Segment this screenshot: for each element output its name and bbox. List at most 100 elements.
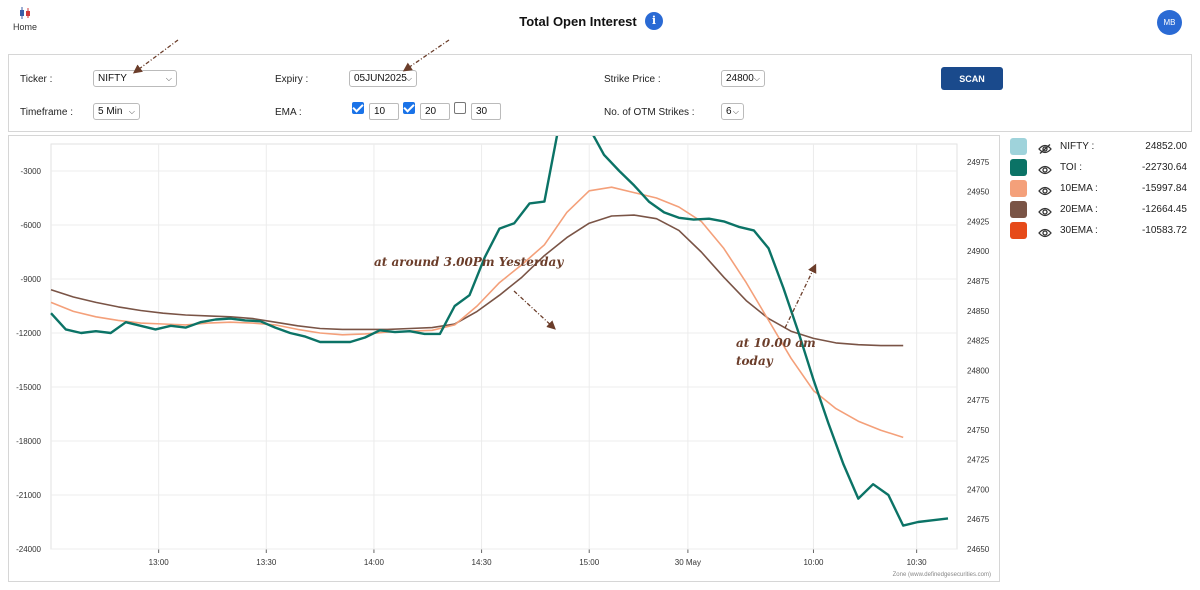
expiry-select[interactable]: 05JUN2025 ⌵ xyxy=(349,70,417,87)
y-left-tick-label: -12000 xyxy=(16,329,41,338)
y-right-tick-label: 24900 xyxy=(967,247,990,256)
legend-swatch xyxy=(1010,180,1027,197)
legend-value: 24852.00 xyxy=(1145,141,1187,152)
y-right-tick-label: 24875 xyxy=(967,277,990,286)
legend-name: 10EMA : xyxy=(1060,183,1098,194)
y-left-tick-label: -15000 xyxy=(16,383,41,392)
legend-name: TOI : xyxy=(1060,162,1083,173)
user-avatar[interactable]: MB xyxy=(1157,10,1182,35)
y-right-tick-label: 24775 xyxy=(967,396,990,405)
legend-name: 30EMA : xyxy=(1060,225,1098,236)
timeframe-label: Timeframe : xyxy=(20,107,73,118)
legend-value: -15997.84 xyxy=(1141,183,1187,194)
chart-credit: Zone (www.definedgesecurities.com) xyxy=(892,572,991,578)
x-tick-label: 13:00 xyxy=(149,558,170,567)
otm-strikes-label: No. of OTM Strikes : xyxy=(604,107,695,118)
y-right-tick-label: 24800 xyxy=(967,366,990,375)
top-bar: Home Total Open Interest i MB xyxy=(0,0,1200,48)
y-right-tick-label: 24975 xyxy=(967,158,990,167)
legend-value: -10583.72 xyxy=(1141,225,1187,236)
chart-legend: NIFTY : 24852.00 TOI : -22730.64 10EMA : -159… xyxy=(1008,137,1193,242)
y-right-tick-label: 24825 xyxy=(967,337,990,346)
legend-swatch xyxy=(1010,159,1027,176)
otm-strikes-value: 6 xyxy=(726,106,732,117)
x-tick-label: 30 May xyxy=(675,558,701,567)
eye-icon[interactable] xyxy=(1038,225,1052,243)
annotation-yesterday: at around 3.00Pm Yesterday xyxy=(374,255,564,269)
timeframe-select[interactable]: 5 Min ⌵ xyxy=(93,103,140,120)
y-right-tick-label: 24750 xyxy=(967,426,990,435)
x-tick-label: 14:00 xyxy=(364,558,385,567)
eye-off-icon[interactable] xyxy=(1038,141,1052,159)
toi-chart[interactable]: 13:00 13:30 14:00 14:30 15:00 30 May 10:00 10:3… xyxy=(9,136,999,581)
x-tick-label: 15:00 xyxy=(579,558,600,567)
filter-panel: Ticker : NIFTY ⌵ Expiry : 05JUN2025 ⌵ Stri… xyxy=(8,54,1192,132)
legend-item[interactable]: NIFTY : 24852.00 xyxy=(1008,137,1193,158)
ticker-label: Ticker : xyxy=(20,74,53,85)
ticker-value: NIFTY xyxy=(98,73,127,84)
strike-price-label: Strike Price : xyxy=(604,74,661,85)
legend-name: 20EMA : xyxy=(1060,204,1098,215)
series-line-20ema xyxy=(50,214,904,347)
x-tick-label: 10:30 xyxy=(907,558,928,567)
y-right-tick-label: 24925 xyxy=(967,217,990,226)
ema-30-input[interactable]: 30 xyxy=(471,103,501,120)
otm-strikes-select[interactable]: 6 ⌵ xyxy=(721,103,744,120)
chevron-down-icon: ⌵ xyxy=(405,74,412,83)
legend-swatch xyxy=(1010,201,1027,218)
eye-icon[interactable] xyxy=(1038,204,1052,222)
ema-label: EMA : xyxy=(275,107,302,118)
home-button[interactable]: Home xyxy=(8,6,42,32)
eye-icon[interactable] xyxy=(1038,162,1052,180)
legend-swatch xyxy=(1010,138,1027,155)
series-line-toi xyxy=(50,136,949,527)
expiry-label: Expiry : xyxy=(275,74,309,85)
y-left-tick-label: -6000 xyxy=(21,221,42,230)
y-right-tick-label: 24675 xyxy=(967,515,990,524)
chevron-down-icon: ⌵ xyxy=(128,107,135,116)
y-left-tick-label: -18000 xyxy=(16,437,41,446)
ema-10-checkbox[interactable] xyxy=(352,102,364,114)
ema-10-input[interactable]: 10 xyxy=(369,103,399,120)
chart-panel: 13:00 13:30 14:00 14:30 15:00 30 May 10:00 10:3… xyxy=(8,135,1000,582)
candlestick-icon xyxy=(20,7,30,19)
ema-20-input[interactable]: 20 xyxy=(420,103,450,120)
ema-30-checkbox[interactable] xyxy=(454,102,466,114)
y-left-tick-label: -3000 xyxy=(21,167,42,176)
legend-swatch xyxy=(1010,222,1027,239)
annotation-arrow-today xyxy=(784,263,817,329)
page-title: Total Open Interest xyxy=(519,14,637,29)
x-tick-label: 14:30 xyxy=(472,558,493,567)
chevron-down-icon: ⌵ xyxy=(732,107,739,116)
eye-icon[interactable] xyxy=(1038,183,1052,201)
chevron-down-icon: ⌵ xyxy=(753,74,760,83)
info-icon[interactable]: i xyxy=(645,12,663,30)
legend-item[interactable]: 20EMA : -12664.45 xyxy=(1008,200,1193,221)
annotation-arrow-yesterday xyxy=(513,290,556,330)
x-tick-label: 10:00 xyxy=(803,558,824,567)
ema-20-checkbox[interactable] xyxy=(403,102,415,114)
legend-value: -12664.45 xyxy=(1141,204,1187,215)
home-label: Home xyxy=(12,22,37,32)
chevron-down-icon: ⌵ xyxy=(165,74,172,83)
y-left-tick-label: -21000 xyxy=(16,491,41,500)
expiry-value: 05JUN2025 xyxy=(354,73,407,84)
x-tick-label: 13:30 xyxy=(256,558,277,567)
y-right-tick-label: 24725 xyxy=(967,456,990,465)
legend-item[interactable]: TOI : -22730.64 xyxy=(1008,158,1193,179)
y-right-tick-label: 24700 xyxy=(967,485,990,494)
y-left-tick-label: -9000 xyxy=(21,275,42,284)
plot-area xyxy=(50,143,958,550)
y-right-tick-label: 24650 xyxy=(967,545,990,554)
ticker-select[interactable]: NIFTY ⌵ xyxy=(93,70,177,87)
y-right-tick-label: 24950 xyxy=(967,188,990,197)
y-left-tick-label: -24000 xyxy=(16,545,41,554)
annotation-today: today xyxy=(736,354,774,368)
scan-button[interactable]: SCAN xyxy=(941,67,1003,90)
strike-price-value: 24800 xyxy=(726,73,754,84)
annotation-today-time: at 10.00 am xyxy=(736,336,816,350)
legend-item[interactable]: 10EMA : -15997.84 xyxy=(1008,179,1193,200)
y-right-tick-label: 24850 xyxy=(967,307,990,316)
strike-price-select[interactable]: 24800 ⌵ xyxy=(721,70,765,87)
legend-item[interactable]: 30EMA : -10583.72 xyxy=(1008,221,1193,242)
